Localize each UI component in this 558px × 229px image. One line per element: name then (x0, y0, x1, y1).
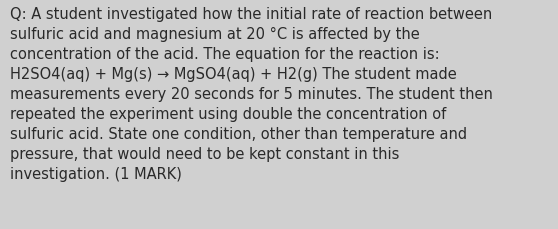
Text: Q: A student investigated how the initial rate of reaction between
sulfuric acid: Q: A student investigated how the initia… (10, 7, 493, 181)
